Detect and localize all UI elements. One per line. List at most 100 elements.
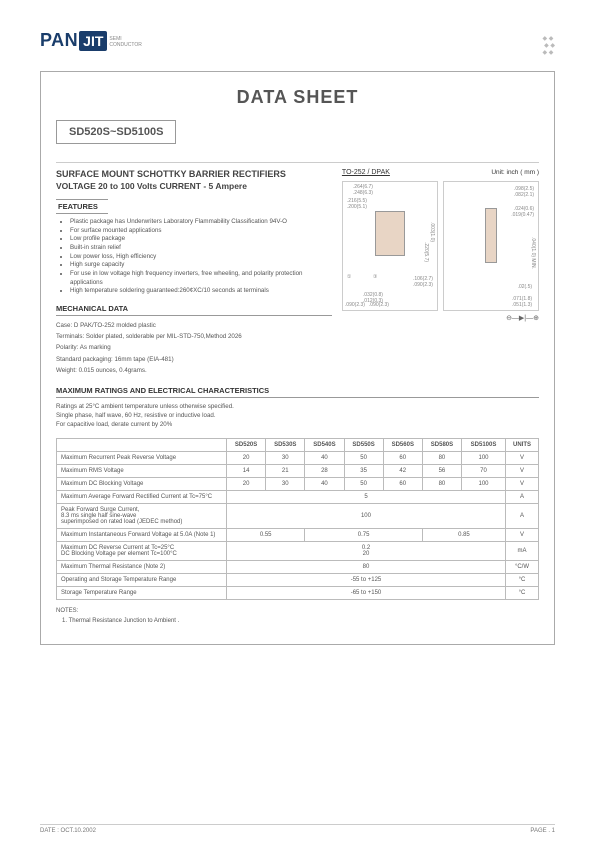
logo: PAN JIT SEMI CONDUCTOR <box>40 30 142 51</box>
table-row: Maximum Thermal Resistance (Note 2)80°C/… <box>57 560 539 573</box>
feature-item: High temperature soldering guaranteed:26… <box>70 287 332 296</box>
notes-section: NOTES: 1. Thermal Resistance Junction to… <box>56 608 539 624</box>
value-cell: 70 <box>462 464 506 477</box>
dim: .090(2.3) <box>369 302 389 308</box>
specs-table: SD520S SD530S SD540S SD550S SD560S SD580… <box>56 438 539 600</box>
ratings-title: MAXIMUM RATINGS AND ELECTRICAL CHARACTER… <box>56 386 539 398</box>
value-cell: 42 <box>383 464 422 477</box>
mech-line: Case: D PAK/TO-252 molded plastic <box>56 320 332 331</box>
footer-date: DATE : OCT.10.2002 <box>40 828 96 834</box>
feature-item: Plastic package has Underwriters Laborat… <box>70 218 332 227</box>
header-row: PAN JIT SEMI CONDUCTOR ◆ ◆ ◆ ◆◆ ◆ <box>40 30 555 56</box>
unit-cell: V <box>505 451 538 464</box>
divider <box>56 162 539 163</box>
col-header: SD550S <box>344 438 383 451</box>
param-header <box>57 438 227 451</box>
value-cell-span: 100 <box>227 503 506 528</box>
ratings-line: Single phase, half wave, 60 Hz, resistiv… <box>56 411 539 420</box>
unit-cell: mA <box>505 541 538 560</box>
table-row: Operating and Storage Temperature Range-… <box>57 573 539 586</box>
headline2: VOLTAGE 20 to 100 Volts CURRENT - 5 Ampe… <box>56 181 332 191</box>
feature-item: Low profile package <box>70 235 332 244</box>
unit-cell: °C <box>505 573 538 586</box>
unit-cell: A <box>505 503 538 528</box>
value-cell: 40 <box>305 451 344 464</box>
feature-item: High surge capacity <box>70 261 332 270</box>
param-cell: Maximum Recurrent Peak Reverse Voltage <box>57 451 227 464</box>
top-section: SURFACE MOUNT SCHOTTKY BARRIER RECTIFIER… <box>56 169 539 376</box>
unit-cell: V <box>505 464 538 477</box>
mech-line: Polarity: As marking <box>56 342 332 353</box>
notes-title: NOTES: <box>56 608 539 614</box>
dim: .040(1.0) MIN. <box>530 237 536 269</box>
param-cell: Maximum Instantaneous Forward Voltage at… <box>57 528 227 541</box>
ratings-line: For capacitive load, derate current by 2… <box>56 420 539 429</box>
logo-text-jit: JIT <box>79 31 107 51</box>
decorative-dots: ◆ ◆ ◆ ◆◆ ◆ <box>542 35 555 56</box>
value-cell: 80 <box>422 451 461 464</box>
part-number-box: SD520S~SD5100S <box>56 120 176 144</box>
value-cell-group: 0.85 <box>422 528 505 541</box>
value-cell-span: 80 <box>227 560 506 573</box>
dim: .220(5.7) <box>423 242 429 262</box>
feature-item: For surface mounted applications <box>70 227 332 236</box>
content-frame: DATA SHEET SD520S~SD5100S SURFACE MOUNT … <box>40 71 555 645</box>
package-body-side <box>485 208 497 263</box>
dim: .090(2.3) <box>413 282 433 288</box>
logo-subtitle: SEMI CONDUCTOR <box>109 37 141 48</box>
mech-data: Case: D PAK/TO-252 molded plastic Termin… <box>56 320 332 376</box>
value-cell: 60 <box>383 451 422 464</box>
package-label: TO-252 / DPAK <box>342 169 390 176</box>
value-cell: 30 <box>266 477 305 490</box>
table-row: Peak Forward Surge Current, 8.3 ms singl… <box>57 503 539 528</box>
unit-cell: V <box>505 528 538 541</box>
dim: .200(5.1) <box>347 204 367 210</box>
value-cell: 100 <box>462 477 506 490</box>
mech-line: Weight: 0.015 ounces, 0.4grams. <box>56 365 332 376</box>
table-row: Maximum DC Blocking Voltage2030405060801… <box>57 477 539 490</box>
value-cell-group: 0.75 <box>305 528 423 541</box>
col-header: SD580S <box>422 438 461 451</box>
param-cell: Peak Forward Surge Current, 8.3 ms singl… <box>57 503 227 528</box>
ratings-intro: Ratings at 25°C ambient temperature unle… <box>56 402 539 430</box>
pkg-header: TO-252 / DPAK Unit: inch ( mm ) <box>342 169 539 176</box>
value-cell: 30 <box>266 451 305 464</box>
table-row: Maximum RMS Voltage14212835425670V <box>57 464 539 477</box>
unit-cell: A <box>505 490 538 503</box>
value-cell-group: 0.55 <box>227 528 305 541</box>
package-side-view: .098(2.5) .082(2.1) .024(0.6) .019(0.47)… <box>443 181 539 311</box>
value-cell-span: 0.2 20 <box>227 541 506 560</box>
table-row: Maximum DC Reverse Current at Tc=25°C DC… <box>57 541 539 560</box>
unit-label: Unit: inch ( mm ) <box>491 169 539 176</box>
unit-cell: °C/W <box>505 560 538 573</box>
param-cell: Storage Temperature Range <box>57 586 227 599</box>
table-row: Maximum Recurrent Peak Reverse Voltage20… <box>57 451 539 464</box>
mech-title: MECHANICAL DATA <box>56 304 332 316</box>
col-header: UNITS <box>505 438 538 451</box>
param-cell: Maximum DC Reverse Current at Tc=25°C DC… <box>57 541 227 560</box>
mech-line: Standard packaging: 16mm tape (EIA-481) <box>56 354 332 365</box>
value-cell: 50 <box>344 451 383 464</box>
note-1: 1. Thermal Resistance Junction to Ambien… <box>62 618 539 624</box>
value-cell-span: -55 to +125 <box>227 573 506 586</box>
value-cell: 14 <box>227 464 266 477</box>
table-row: Maximum Average Forward Rectified Curren… <box>57 490 539 503</box>
unit-cell: °C <box>505 586 538 599</box>
ratings-line: Ratings at 25°C ambient temperature unle… <box>56 402 539 411</box>
param-cell: Maximum Average Forward Rectified Curren… <box>57 490 227 503</box>
doc-title: DATA SHEET <box>56 87 539 108</box>
col-header: SD520S <box>227 438 266 451</box>
pin-marker: ③ <box>373 274 377 280</box>
dim: .019(0.47) <box>511 212 534 218</box>
dim: .248(6.3) <box>353 190 373 196</box>
features-list: Plastic package has Underwriters Laborat… <box>56 218 332 296</box>
value-cell: 28 <box>305 464 344 477</box>
dim: .082(2.1) <box>514 192 534 198</box>
package-body <box>375 211 405 256</box>
param-cell: Maximum Thermal Resistance (Note 2) <box>57 560 227 573</box>
package-front-view: .264(6.7) .248(6.3) .216(5.5) .200(5.1) … <box>342 181 438 311</box>
feature-item: Low power loss, High efficiency <box>70 253 332 262</box>
value-cell: 21 <box>266 464 305 477</box>
unit-cell: V <box>505 477 538 490</box>
value-cell: 35 <box>344 464 383 477</box>
